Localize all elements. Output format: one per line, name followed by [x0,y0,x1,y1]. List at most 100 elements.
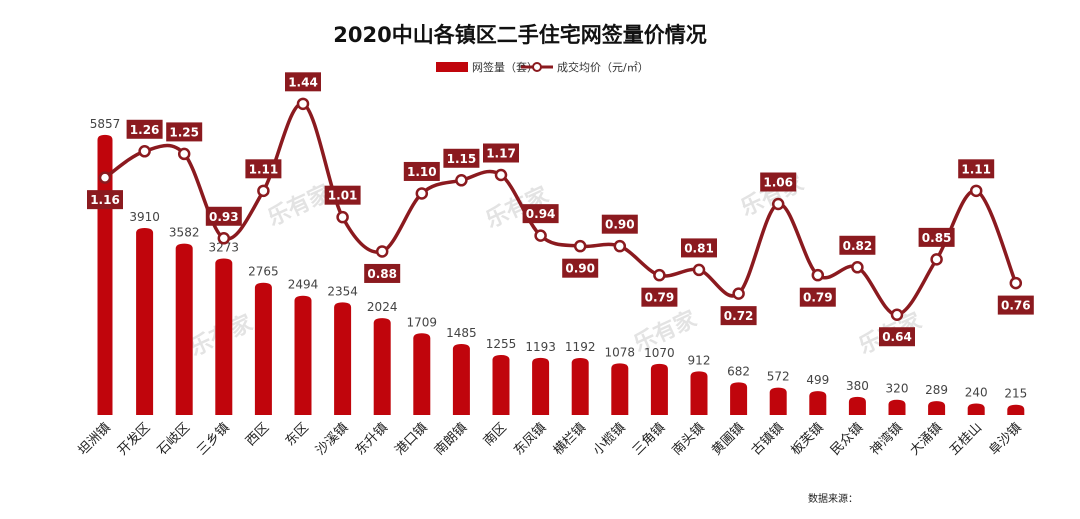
x-tick-label: 东区 [283,420,312,449]
x-tick-label: 古镇镇 [749,420,787,458]
price-label-box [126,119,163,139]
price-label-text: 1.15 [447,152,477,166]
bar [690,371,708,415]
price-label: 0.88 [364,263,401,283]
legend-bar-label: 网签量（套） [472,60,538,74]
bar-value-label: 912 [688,353,711,367]
price-label-text: 1.11 [249,162,279,176]
x-tick-label: 阜沙镇 [986,420,1025,459]
price-label-box [958,159,995,179]
price-point [138,145,151,158]
price-label: 1.11 [245,159,282,179]
price-label: 0.76 [997,295,1034,315]
price-label-text: 0.85 [922,231,952,245]
x-tick-label: 小榄镇 [590,420,629,459]
bar [492,354,510,415]
price-label-text: 1.11 [961,162,991,176]
bar-value-label: 1070 [644,346,675,360]
price-line-series [98,97,1023,321]
x-tick-label: 石岐区 [155,420,193,458]
bar-value-label: 3910 [129,210,160,224]
price-label-box [562,258,599,278]
price-point [811,268,825,282]
price-label-text: 0.90 [565,262,595,276]
legend-line-marker [532,62,542,72]
credit-watermark: 头条 @旺哥看房 [868,480,1008,503]
price-label-box [720,306,757,326]
price-label: 0.79 [641,287,678,307]
price-label: 0.93 [205,206,242,226]
bar [532,357,550,415]
price-point [613,239,627,253]
price-label-box [87,190,123,210]
price-point [415,187,429,200]
legend-bar-swatch [436,62,468,72]
bar [373,318,391,415]
price-label: 1.10 [403,161,440,181]
price-point [217,232,231,245]
price-label: 0.85 [918,227,955,247]
bar [413,333,431,415]
bar [452,343,470,415]
price-label: 1.26 [126,119,163,139]
x-tick-label: 南朗镇 [431,420,470,459]
x-tick-label: 板芙镇 [788,420,826,458]
price-point [692,263,706,277]
bar-value-label: 572 [767,370,790,384]
price-label-box [245,159,282,179]
price-label: 1.16 [87,190,123,210]
price-label-text: 1.16 [90,193,120,207]
price-label-box [443,148,480,168]
price-label: 1.01 [324,185,361,205]
price-point [177,147,191,161]
price-label-box [601,214,638,234]
price-label-box [522,204,559,224]
bar-value-label: 2354 [327,284,358,298]
price-label-box [641,287,678,307]
price-label: 1.15 [443,148,480,168]
price-label: 0.82 [839,235,876,255]
source-note: 数据来源： [808,492,858,505]
bar [967,403,985,415]
bar [769,387,787,415]
bar [571,357,589,415]
price-label-text: 0.79 [645,291,675,305]
x-tick-label: 黄圃镇 [709,420,747,458]
price-label: 0.94 [522,204,559,224]
watermark-text: 乐有家 [264,180,336,232]
bar-value-label: 2024 [367,300,398,314]
price-label-text: 1.44 [288,75,318,89]
bar-value-label: 499 [806,373,829,387]
price-label-box [483,143,519,163]
x-axis-tick-labels: 坦洲镇 开发区 石岐区 三乡镇 西区 东区 沙溪镇 东升镇 港口镇 南朗镇 南区 东凤镇 横栏镇 小榄镇三… [76,420,1025,459]
legend: 网签量（套） 成交均价（元/㎡） [436,60,649,74]
price-point [375,245,389,258]
price-label-text: 1.26 [130,123,160,137]
bar-value-label: 1193 [525,340,556,354]
x-tick-label: 坦洲镇 [76,420,114,458]
chart-title: 2020中山各镇区二手住宅网签量价情况 [333,23,706,47]
price-label-box [205,206,242,226]
bar-value-label: 320 [886,382,909,396]
price-point [732,287,745,300]
bar-value-label: 5857 [90,117,121,131]
price-point [534,229,547,242]
x-tick-label: 大涌镇 [907,420,945,458]
price-label-box [997,295,1034,315]
price-point [771,197,785,211]
price-label: 1.44 [285,72,321,92]
bar-value-label: 2494 [288,278,319,292]
price-label: 1.17 [483,143,519,163]
x-tick-label: 民众镇 [828,420,866,458]
bar-value-label: 380 [846,379,869,393]
price-label-text: 1.17 [486,147,516,161]
price-label-box [166,122,203,142]
price-label-text: 0.82 [843,239,873,253]
bar-labels: 5857 3910 3582 3273 2765 2494 2354 2024 1709 1485… [90,117,1028,401]
price-point [890,308,904,321]
price-label-text: 1.06 [763,176,793,190]
price-label-text: 0.81 [684,241,714,255]
price-label-text: 0.94 [526,207,556,221]
bar [928,401,946,415]
